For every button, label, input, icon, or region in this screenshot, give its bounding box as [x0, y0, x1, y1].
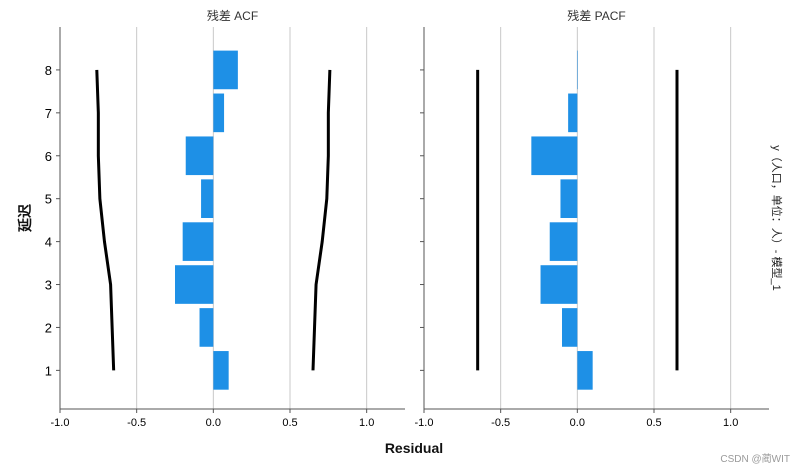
y-tick-label: 5: [45, 192, 52, 207]
bar-lag-1: [577, 351, 593, 390]
bar-lag-4: [549, 222, 578, 261]
y-tick-label: 3: [45, 278, 52, 293]
panel-2: -1.0 -0.5 0.0 0.5 1.0 残差 PACF: [415, 9, 769, 429]
bar-lag-6: [185, 136, 214, 176]
bar-lag-6: [531, 136, 578, 176]
x-tick-label: -1.0: [415, 417, 434, 429]
y-tick-label: 2: [45, 320, 52, 335]
watermark: CSDN @蔺WIT: [720, 453, 790, 465]
x-tick-label: -1.0: [51, 417, 70, 429]
bar-lag-8: [577, 50, 578, 90]
x-tick-label: 1.0: [723, 417, 738, 429]
chart-panels: -1.0 -0.5 0.0 0.5 1.0 1 2 3 4 5 6 7 8 残差 ACF -1.0 -0.5 0…: [45, 9, 769, 429]
bar-lag-4: [182, 222, 214, 261]
y-tick-label: 8: [45, 63, 52, 78]
panel-title: 残差 PACF: [567, 9, 625, 23]
y-tick-label: 7: [45, 106, 52, 121]
x-axis-title: Residual: [385, 440, 443, 456]
x-tick-label: 1.0: [359, 417, 374, 429]
x-tick-label: 0.0: [570, 417, 585, 429]
x-tick-label: 0.5: [646, 417, 661, 429]
panel-title: 残差 ACF: [207, 9, 258, 23]
bar-lag-8: [213, 50, 238, 90]
confidence-upper-line: [311, 69, 332, 371]
confidence-lower-line: [95, 69, 116, 371]
x-tick-label: -0.5: [491, 417, 510, 429]
bar-lag-3: [175, 265, 214, 304]
bar-lag-7: [568, 93, 578, 133]
x-tick-label: 0.5: [282, 417, 297, 429]
panel-1: -1.0 -0.5 0.0 0.5 1.0 1 2 3 4 5 6 7 8 残差 ACF: [45, 9, 405, 429]
bar-lag-3: [540, 265, 578, 304]
y-axis-title: 延迟: [17, 204, 33, 233]
bar-lag-2: [562, 308, 578, 347]
bar-lag-7: [213, 93, 225, 133]
bar-lag-2: [199, 308, 214, 347]
side-label: y（人口，单位：人）- 模型_1: [770, 145, 784, 290]
bar-lag-1: [213, 351, 229, 390]
x-tick-label: 0.0: [206, 417, 221, 429]
bar-lag-5: [560, 179, 578, 218]
y-tick-label: 4: [45, 235, 52, 250]
bar-lag-5: [201, 179, 214, 218]
y-tick-label: 6: [45, 149, 52, 164]
y-tick-label: 1: [45, 363, 52, 378]
x-tick-label: -0.5: [127, 417, 146, 429]
